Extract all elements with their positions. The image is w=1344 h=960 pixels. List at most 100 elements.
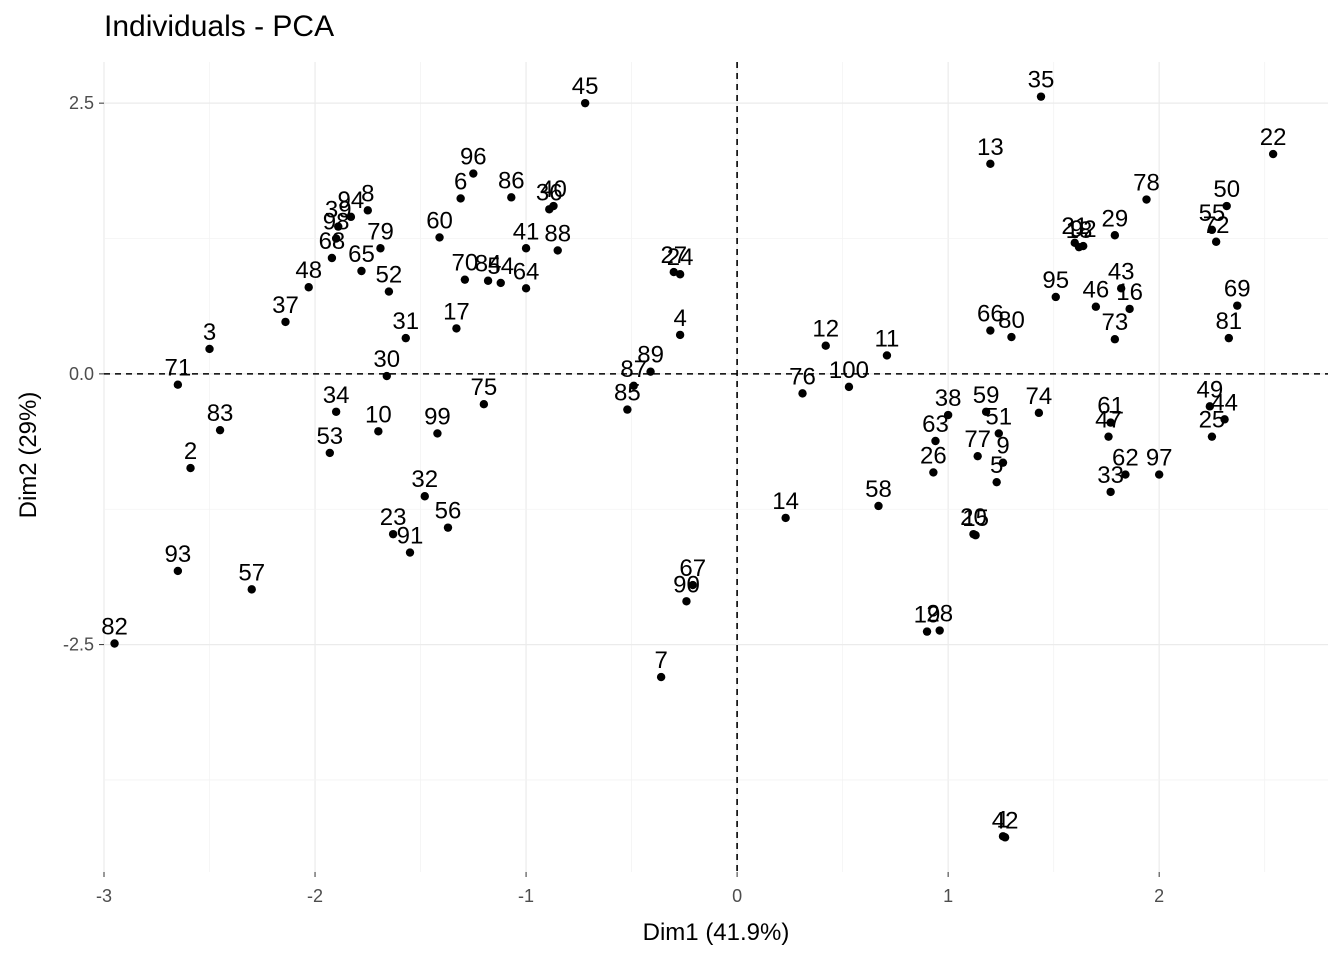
data-point-label: 15 (962, 505, 989, 532)
data-point-label: 6 (454, 168, 467, 195)
data-point-label: 53 (316, 423, 343, 450)
data-point-label: 63 (922, 411, 949, 438)
data-point (1205, 402, 1215, 411)
data-point (623, 405, 632, 414)
data-point-label: 86 (498, 167, 525, 194)
data-point (821, 341, 830, 350)
data-point (992, 477, 1001, 487)
data-point (1207, 225, 1217, 235)
data-point-label: 100 (829, 357, 869, 384)
data-point-label: 26 (920, 442, 947, 469)
data-point (1036, 92, 1046, 101)
grid-lines (103, 62, 1328, 872)
data-point-label: 4 (673, 305, 686, 332)
data-point (420, 492, 429, 501)
data-point-label: 79 (367, 218, 394, 245)
data-point (331, 234, 341, 243)
data-point (433, 429, 442, 438)
data-point-label: 12 (812, 316, 839, 343)
chart-title: Individuals - PCA (104, 10, 335, 43)
data-point-label: 61 (1097, 393, 1124, 420)
data-point-label: 29 (1102, 205, 1129, 232)
data-point (374, 427, 383, 436)
data-point-label: 99 (424, 403, 451, 430)
data-point-label: 97 (1146, 445, 1173, 472)
data-point-label: 81 (1215, 308, 1242, 335)
data-point-label: 70 (452, 250, 479, 277)
data-point (969, 529, 978, 539)
data-point (521, 284, 531, 293)
y-axis-title: Dim2 (29%) (15, 392, 42, 519)
data-point (682, 597, 691, 606)
data-point-label: 87 (620, 356, 647, 383)
y-tick-label: 0.0 (69, 364, 94, 384)
data-point-label: 10 (365, 401, 392, 428)
data-point (798, 389, 807, 398)
data-point-label: 72 (1203, 212, 1230, 239)
data-point (110, 639, 119, 648)
data-point (247, 585, 256, 594)
x-tick-label: 1 (943, 886, 953, 906)
data-point (382, 371, 391, 381)
data-point-label: 33 (1097, 462, 1124, 489)
data-point-label: 69 (1224, 276, 1251, 303)
data-point-label: 47 (1095, 407, 1122, 434)
data-point (882, 351, 892, 360)
data-point (874, 501, 883, 511)
data-point-label: 18 (1066, 217, 1093, 244)
data-point (496, 278, 505, 288)
data-point (986, 326, 995, 335)
data-point-label: 68 (319, 228, 346, 255)
data-point (943, 410, 953, 420)
x-tick-label: -2 (307, 886, 323, 906)
data-point (998, 458, 1008, 467)
point-labels: 1234567891011121314151617181920212223242… (101, 67, 1286, 835)
data-point-label: 7 (654, 647, 667, 674)
data-point-label: 88 (544, 220, 571, 247)
data-point (1142, 195, 1151, 204)
data-point-label: 25 (1199, 407, 1226, 434)
data-point (994, 429, 1003, 438)
data-point (1000, 833, 1010, 842)
data-point (1034, 408, 1044, 418)
data-point-label: 75 (471, 374, 498, 401)
data-point-label: 22 (1260, 124, 1287, 151)
data-point-label: 67 (679, 555, 706, 582)
data-point (1268, 149, 1278, 159)
data-point-label: 91 (397, 523, 424, 550)
data-point-label: 58 (865, 476, 892, 503)
data-point-label: 84 (475, 251, 502, 278)
data-point (173, 566, 183, 576)
data-point-label: 89 (637, 342, 664, 369)
data-point-label: 36 (536, 179, 563, 206)
data-point (483, 276, 493, 285)
data-point (405, 548, 415, 557)
data-point-label: 39 (325, 197, 352, 224)
data-point-label: 5 (990, 452, 1003, 479)
data-point (357, 266, 366, 276)
scatter-points (110, 92, 1278, 842)
data-point (388, 529, 398, 539)
y-tick-label: 2.5 (69, 93, 94, 113)
data-point-label: 43 (1108, 258, 1135, 285)
data-point-label: 90 (673, 571, 700, 598)
data-point-label: 80 (998, 307, 1025, 334)
x-axis-ticks: -3 -2 -1 0 1 2 (96, 872, 1164, 906)
data-point (675, 270, 685, 279)
data-point-label: 76 (789, 363, 816, 390)
data-point (1079, 241, 1088, 251)
data-point-label: 51 (985, 403, 1012, 430)
data-point-label: 78 (1133, 170, 1160, 197)
data-point (1106, 418, 1115, 427)
reference-lines (104, 62, 1328, 872)
data-point-label: 42 (992, 807, 1019, 834)
data-point (401, 333, 410, 343)
data-point-label: 2 (184, 438, 197, 465)
data-point (469, 169, 478, 178)
data-point (781, 513, 790, 523)
data-point (460, 275, 470, 284)
data-point (215, 425, 225, 435)
data-point (1207, 432, 1217, 441)
data-point-label: 95 (1042, 267, 1069, 294)
x-tick-label: -1 (518, 886, 534, 906)
